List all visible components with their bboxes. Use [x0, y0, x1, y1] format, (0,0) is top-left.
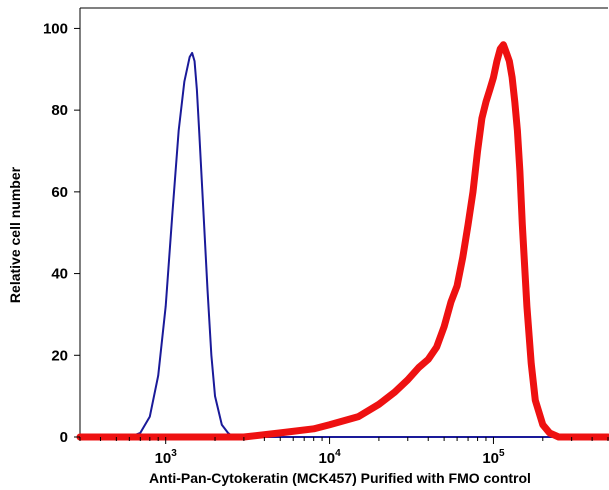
y-tick-label: 40 [51, 266, 68, 283]
x-tick-label: 105 [482, 448, 505, 467]
stained-sample-curve [76, 41, 609, 441]
x-tick-label: 104 [318, 448, 341, 467]
y-tick-label: 0 [60, 429, 68, 446]
x-tick-label: 103 [155, 448, 178, 467]
y-tick-label: 60 [51, 184, 68, 201]
y-tick-label: 100 [43, 20, 68, 37]
y-tick-label: 20 [51, 347, 68, 364]
fmo-control-curve [79, 51, 609, 438]
x-axis-title: Anti-Pan-Cytokeratin (MCK457) Purified w… [149, 470, 531, 486]
series-layer [76, 41, 609, 441]
y-tick-label: 80 [51, 102, 68, 119]
y-axis-title: Relative cell number [7, 166, 23, 303]
x-axis: 103 104 105 [79, 437, 609, 467]
y-axis: 0 20 40 60 80 100 [43, 20, 80, 446]
